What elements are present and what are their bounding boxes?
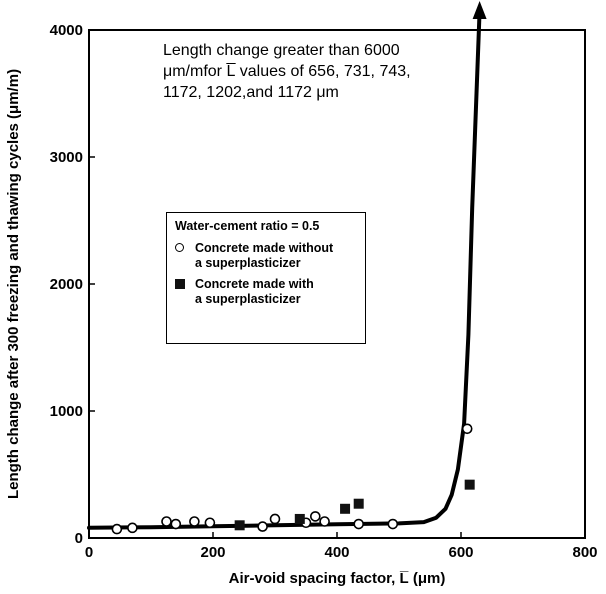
- x-tick-label: 400: [324, 544, 349, 561]
- legend-title: Water-cement ratio = 0.5: [175, 219, 320, 233]
- y-tick-label: 4000: [50, 22, 83, 39]
- legend-item-with-superplasticizer: Concrete made with a superplasticizer: [175, 277, 357, 307]
- point-without-superplasticizer: [387, 518, 399, 530]
- point-without-superplasticizer: [257, 521, 268, 532]
- point-with-superplasticizer: [353, 498, 364, 509]
- y-tick-label: 3000: [50, 149, 83, 166]
- y-tick-label: 0: [75, 530, 83, 547]
- x-tick-label: 800: [572, 544, 597, 561]
- legend-item-without-superplasticizer: Concrete made without a superplasticizer: [175, 241, 357, 271]
- legend-label: Concrete made with a superplasticizer: [195, 277, 314, 306]
- arrow-head-icon: [472, 0, 487, 19]
- point-without-superplasticizer: [204, 517, 216, 529]
- point-without-superplasticizer: [161, 516, 172, 527]
- point-without-superplasticizer: [353, 518, 365, 530]
- point-without-superplasticizer: [319, 516, 330, 527]
- x-tick-label: 0: [85, 544, 93, 561]
- annotation-line-1: Length change greater than 6000: [163, 42, 400, 59]
- y-tick-label: 2000: [50, 276, 83, 293]
- point-with-superplasticizer: [294, 513, 305, 524]
- point-without-superplasticizer: [189, 516, 200, 527]
- annotation-line-2: μm/mfor L̅ values of 656, 731, 743,: [163, 63, 411, 80]
- point-without-superplasticizer: [127, 522, 138, 534]
- y-axis-title: Length change after 300 freezing and tha…: [5, 69, 22, 499]
- open-circle-icon: [175, 243, 184, 252]
- x-axis-title: Air-void spacing factor, L̅ (μm): [229, 570, 446, 587]
- annotation-line-3: 1172, 1202,and 1172 μm: [163, 84, 339, 101]
- point-with-superplasticizer: [464, 479, 475, 490]
- point-without-superplasticizer: [309, 511, 321, 522]
- point-with-superplasticizer: [234, 520, 245, 531]
- point-with-superplasticizer: [340, 503, 351, 514]
- point-without-superplasticizer: [269, 513, 281, 525]
- point-without-superplasticizer: [111, 523, 123, 535]
- x-tick-label: 600: [448, 544, 473, 561]
- x-tick-label: 200: [200, 544, 225, 561]
- legend-label: Concrete made without a superplasticizer: [195, 241, 334, 270]
- point-without-superplasticizer: [461, 423, 473, 435]
- data-points: [111, 423, 475, 535]
- point-without-superplasticizer: [170, 518, 182, 530]
- legend: Water-cement ratio = 0.5 Concrete made w…: [166, 212, 366, 344]
- filled-square-icon: [175, 279, 185, 289]
- axis-ticks: 0 200 400 600 800 0 1000 2000 3000 4000: [50, 22, 598, 561]
- y-tick-label: 1000: [50, 403, 83, 420]
- annotation: Length change greater than 6000 μm/mfor …: [163, 40, 523, 103]
